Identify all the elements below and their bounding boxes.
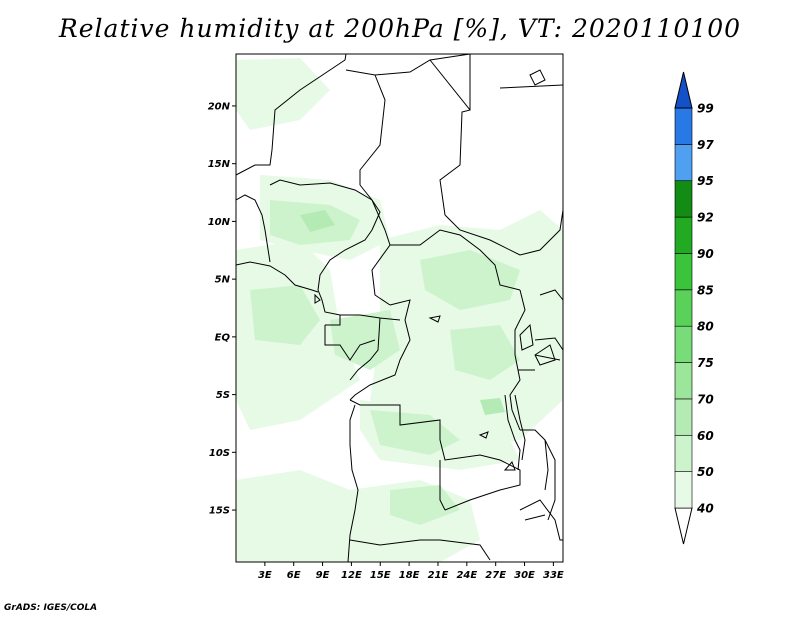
lat-tick-label: EQ [215, 332, 231, 343]
colorbar-label: 40 [696, 502, 714, 516]
colorbar-swatch [674, 471, 693, 509]
colorbar-label: 50 [697, 465, 714, 479]
colorbar-swatch [674, 107, 693, 145]
lon-tick-label: 30E [514, 570, 535, 581]
longitude-axis: 3E 6E 9E 12E 15E 18E 21E 24E 27E 30E 33E [258, 562, 564, 581]
lon-tick-label: 12E [341, 570, 362, 581]
colorbar-swatch [674, 398, 693, 436]
lon-tick-label: 9E [316, 570, 330, 581]
lon-tick-label: 24E [456, 570, 477, 581]
lakes-and-islands [314, 69, 556, 521]
colorbar-swatch [674, 180, 693, 218]
latitude-axis: 20N 15N 10N 5N EQ 5S 10S 15S [208, 101, 236, 517]
colorbar-label: 85 [697, 283, 714, 297]
colorbar-label: 60 [697, 429, 714, 443]
country-borders [236, 54, 563, 562]
lat-tick-label: 20N [208, 101, 231, 112]
lat-tick-label: 15S [209, 506, 230, 517]
colorbar-label: 80 [697, 320, 714, 334]
colorbar-above-triangle [674, 71, 693, 109]
grads-credit: GrADS: IGES/COLA [4, 603, 98, 613]
map-frame [235, 53, 564, 563]
colorbar-swatch [674, 325, 693, 363]
lon-tick-label: 15E [370, 570, 391, 581]
lat-tick-label: 15N [208, 159, 231, 170]
colorbar-swatch [674, 434, 693, 472]
colorbar-label: 95 [697, 174, 714, 188]
lat-tick-label: 10S [209, 448, 230, 459]
colorbar-swatch [674, 144, 693, 182]
humidity-60-70-region [250, 200, 520, 525]
colorbar-label: 92 [697, 211, 714, 225]
colorbar-swatch [674, 216, 693, 254]
lon-tick-label: 6E [287, 570, 301, 581]
humidity-70-75-region [300, 210, 505, 415]
colorbar-swatch [674, 253, 693, 291]
lon-tick-label: 27E [485, 570, 506, 581]
humidity-shading [236, 58, 563, 562]
colorbar-swatch [674, 362, 693, 400]
colorbar-swatch [674, 289, 693, 327]
lat-tick-label: 5S [216, 390, 230, 401]
lat-tick-label: 5N [215, 275, 231, 286]
color-legend: 40 50 60 70 75 80 85 90 92 95 97 99 [674, 71, 714, 545]
colorbar-label: 99 [697, 102, 714, 116]
lon-tick-label: 33E [543, 570, 564, 581]
map-title: Relative humidity at 200hPa [%], VT: 202… [58, 14, 742, 43]
colorbar-label: 75 [697, 356, 714, 370]
lat-tick-label: 10N [208, 217, 231, 228]
lon-tick-label: 21E [428, 570, 449, 581]
lon-tick-label: 18E [399, 570, 420, 581]
colorbar-label: 97 [697, 138, 714, 152]
colorbar-label: 90 [697, 247, 714, 261]
lon-tick-label: 3E [258, 570, 272, 581]
colorbar-below-triangle [674, 507, 693, 545]
colorbar-label: 70 [697, 392, 714, 406]
